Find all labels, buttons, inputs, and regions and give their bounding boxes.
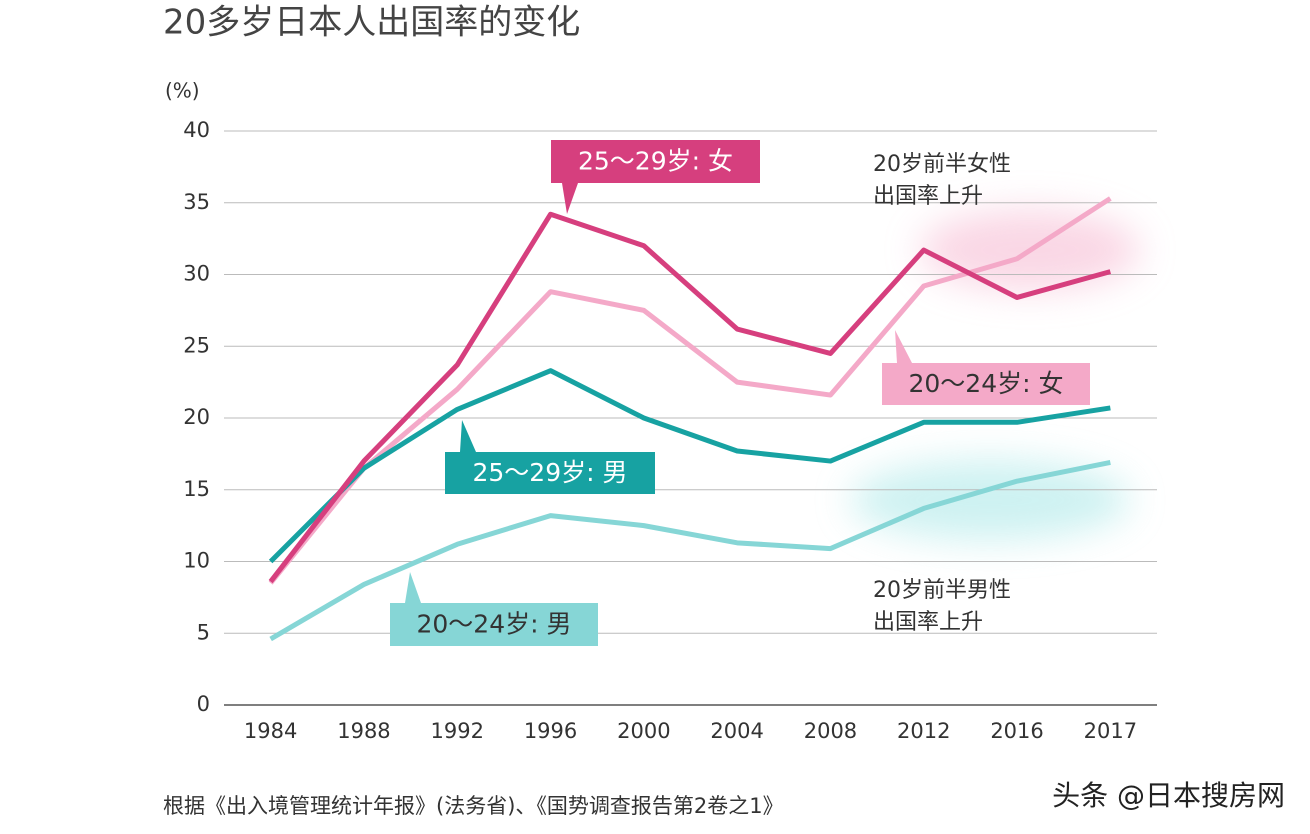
legend-label: 25～29岁: 女 [578,147,733,176]
y-axis-label: (%) [165,79,200,103]
annotation: 20岁前半男性 [873,578,1011,603]
callout-box [445,452,655,494]
annotation: 20岁前半女性 [873,152,1011,177]
source: 根据《出入境管理统计年报》(法务省)、《国势调查报告第2卷之1》 [163,794,784,818]
series-line [269,460,1111,642]
x-tick-label: 2016 [990,719,1043,743]
callout-box [882,363,1090,405]
y-tick-label: 35 [183,190,210,214]
callout-box [551,140,760,183]
y-tick-label: 40 [183,118,210,142]
callout-pointer [562,183,578,214]
y-tick-label: 5 [197,620,210,644]
x-tick-label: 2004 [710,719,763,743]
y-tick-label: 10 [183,549,210,573]
legend-label: 25～29岁: 男 [473,458,628,487]
x-tick-label: 1992 [431,719,484,743]
y-tick-label: 25 [183,333,210,357]
x-tick-label: 1988 [337,719,390,743]
watermark: 头条 @日本搜房网 [1052,779,1285,812]
annotation: 出国率上升 [873,184,983,209]
legend-label: 20～24岁: 男 [417,610,572,639]
x-tick-label: 2000 [617,719,670,743]
callout-box [390,603,598,646]
x-tick-label: 1984 [244,719,297,743]
annotation: 出国率上升 [873,610,983,635]
x-tick-label: 2017 [1084,719,1137,743]
y-tick-label: 20 [183,405,210,429]
glow [850,460,1130,540]
callout-pointer [460,420,476,452]
x-tick-label: 2008 [804,719,857,743]
y-tick-label: 15 [183,477,210,501]
series-line [268,368,1111,564]
x-tick-label: 2012 [897,719,950,743]
y-tick-label: 30 [183,262,210,286]
callout-pointer [895,330,912,363]
callout-pointer [405,572,421,603]
y-tick-label: 0 [197,692,210,716]
series-line [268,211,1112,584]
x-tick-label: 1996 [524,719,577,743]
chart-title: 20多岁日本人出国率的变化 [163,3,580,43]
legend-label: 20～24岁: 女 [909,369,1064,398]
